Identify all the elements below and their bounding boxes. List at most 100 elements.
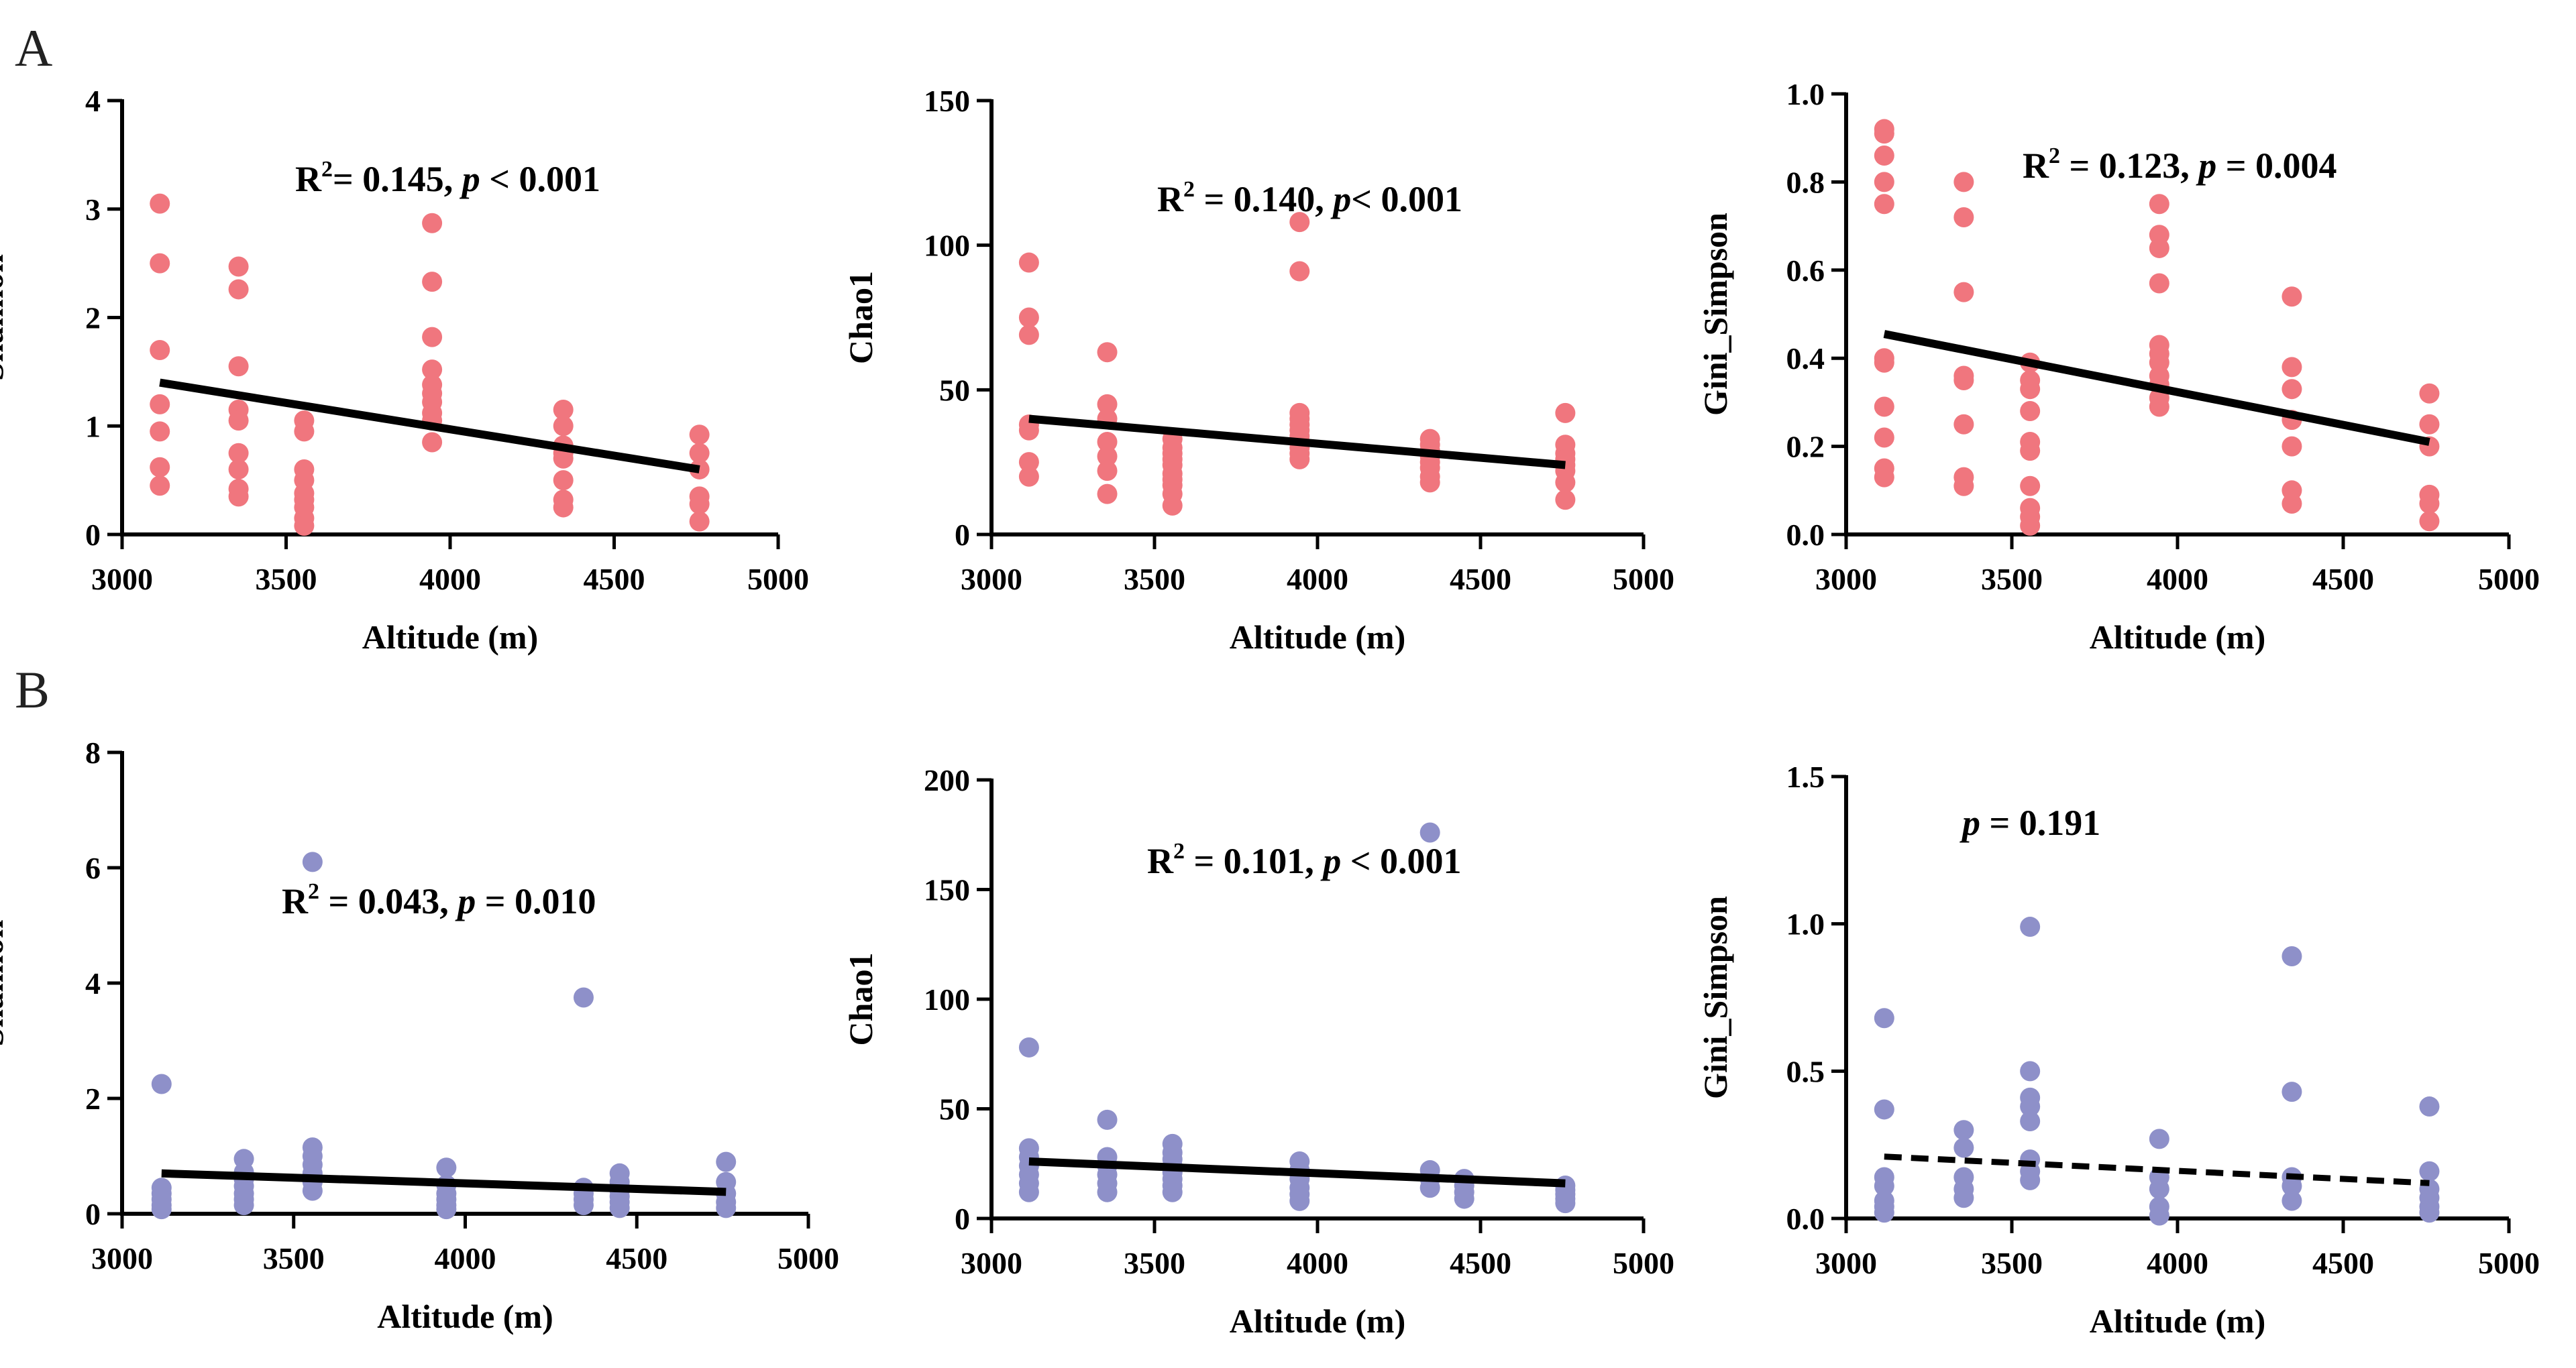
y-tick-label: 100: [924, 229, 970, 263]
data-point: [2020, 516, 2040, 536]
plots: 3000 3500 4000 4500 500001234Altitude (m)Sha…: [0, 77, 2540, 1340]
data-point: [150, 340, 170, 360]
data-point: [2419, 1202, 2439, 1222]
x-tick-label: 5000: [2478, 562, 2540, 596]
data-point: [1874, 353, 1894, 373]
data-point: [294, 516, 314, 536]
data-point: [2419, 494, 2439, 514]
data-point: [1874, 172, 1894, 192]
data-point: [2282, 357, 2302, 377]
data-point: [2282, 379, 2302, 399]
x-tick-label: 3500: [1981, 1246, 2043, 1280]
y-tick-label: 0.4: [1786, 341, 1825, 376]
data-point: [610, 1198, 630, 1218]
data-point: [1289, 261, 1309, 281]
data-point: [1019, 467, 1039, 487]
data-point: [716, 1198, 736, 1218]
data-point: [1097, 461, 1118, 481]
data-point: [1874, 123, 1894, 144]
data-point: [2282, 494, 2302, 514]
data-point: [1289, 1191, 1309, 1211]
data-point: [2020, 441, 2040, 461]
data-point: [2149, 238, 2169, 258]
data-point: [1454, 1189, 1474, 1209]
data-point: [150, 253, 170, 274]
data-point: [553, 470, 574, 490]
annotation-r: R: [1147, 841, 1174, 881]
stats-annotation: R2 = 0.101, p < 0.001: [1147, 839, 1462, 881]
data-point: [1953, 172, 1974, 192]
data-point: [574, 988, 594, 1008]
data-point: [1874, 427, 1894, 447]
stats-annotation: R2 = 0.123, p = 0.004: [2023, 144, 2337, 186]
y-tick-label: 0.8: [1786, 165, 1825, 199]
data-point: [229, 279, 249, 299]
x-axis-title: Altitude (m): [377, 1298, 553, 1335]
panel-label-b: B: [15, 661, 50, 719]
data-point: [1019, 308, 1039, 328]
annotation-exponent: 2: [1173, 839, 1185, 864]
data-point: [1097, 1182, 1118, 1202]
data-point: [1420, 472, 1440, 492]
x-axis-title: Altitude (m): [1230, 618, 1405, 656]
stats-annotation: R2= 0.145, p < 0.001: [295, 157, 600, 199]
data-point: [229, 256, 249, 276]
y-tick-label: 150: [924, 873, 970, 907]
x-tick-label: 4500: [2312, 1246, 2374, 1280]
data-point: [229, 410, 249, 431]
data-point: [2020, 1170, 2040, 1190]
data-point: [1874, 1008, 1894, 1028]
data-point: [2419, 384, 2439, 404]
y-axis-title: Chao1: [842, 953, 879, 1046]
stats-annotation: R2 = 0.043, p = 0.010: [282, 879, 596, 921]
data-point: [690, 424, 710, 445]
x-tick-label: 3000: [91, 562, 153, 596]
y-tick-label: 0.6: [1786, 253, 1825, 288]
annotation-r: R: [295, 159, 322, 199]
y-tick-label: 50: [939, 1092, 970, 1127]
x-axis-title: Altitude (m): [362, 618, 538, 656]
data-point: [2282, 946, 2302, 966]
x-tick-label: 4500: [606, 1241, 667, 1275]
x-tick-label: 4500: [1450, 562, 1511, 596]
data-point: [1097, 342, 1118, 362]
panel-label-a: A: [15, 19, 52, 77]
annotation-r2-value: = 0.123,: [2060, 146, 2198, 186]
y-tick-label: 6: [85, 851, 101, 885]
data-point: [2149, 1179, 2169, 1199]
data-point: [1953, 1188, 1974, 1208]
data-point: [2282, 1191, 2302, 1211]
data-point: [1019, 1037, 1039, 1058]
data-point: [2149, 396, 2169, 416]
stats-annotation: R2 = 0.140, p< 0.001: [1157, 177, 1462, 219]
x-tick-label: 4500: [584, 562, 645, 596]
y-tick-label: 1.0: [1786, 907, 1825, 942]
data-point: [1874, 1099, 1894, 1119]
annotation-r2-value: = 0.043,: [319, 881, 458, 921]
x-tick-label: 3500: [1124, 1246, 1185, 1280]
data-point: [2419, 1096, 2439, 1117]
data-point: [229, 356, 249, 376]
data-point: [1874, 146, 1894, 166]
annotation-exponent: 2: [321, 157, 333, 182]
x-tick-label: 4000: [435, 1241, 496, 1275]
chart-a2: 3000 3500 4000 4500 5000050100150Altitude (m…: [842, 84, 1674, 656]
x-tick-label: 3000: [91, 1241, 153, 1275]
data-point: [1097, 1110, 1118, 1130]
data-point: [152, 1199, 172, 1219]
data-point: [422, 327, 442, 347]
data-point: [1555, 1193, 1575, 1213]
annotation-r2-value: = 0.145,: [333, 159, 462, 199]
y-tick-label: 1.5: [1786, 760, 1825, 794]
annotation-p: p: [455, 881, 476, 921]
x-tick-label: 4000: [1287, 1246, 1348, 1280]
data-point: [2149, 194, 2169, 214]
annotation-r2-value: = 0.140,: [1195, 179, 1333, 219]
annotation-p: p: [1960, 803, 1980, 843]
y-tick-label: 0.0: [1786, 1202, 1825, 1236]
data-point: [150, 194, 170, 214]
data-point: [2149, 1206, 2169, 1226]
data-point: [574, 1195, 594, 1215]
data-point: [150, 457, 170, 477]
data-point: [1019, 1182, 1039, 1202]
